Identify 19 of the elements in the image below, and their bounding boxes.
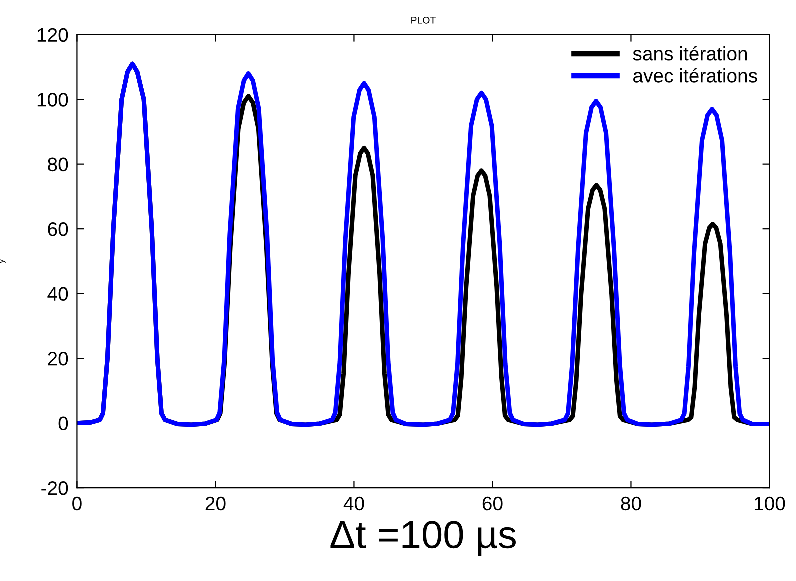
y-tick-label: -20: [42, 482, 68, 496]
y-tick-label: 0: [58, 416, 68, 431]
x-tick-label: 100: [754, 496, 786, 511]
y-tick-label: 60: [48, 222, 68, 236]
y-tick-label: 40: [48, 287, 68, 302]
x-axis-title: Δt =100 µs: [330, 521, 516, 556]
legend-label: sans itération: [633, 46, 748, 61]
legend-label: avec itérations: [634, 68, 758, 83]
x-tick-label: 40: [344, 496, 364, 511]
y-tick-label: 80: [48, 158, 68, 172]
y-tick-label: 120: [38, 28, 68, 42]
x-tick-label: 0: [72, 496, 82, 511]
x-tick-label: 80: [621, 496, 642, 511]
y-tick-label: 20: [48, 352, 68, 366]
y-axis-title: y: [0, 259, 6, 264]
x-tick-label: 20: [206, 496, 226, 511]
chart-title: PLOT: [412, 16, 436, 24]
y-tick-label: 100: [38, 93, 68, 107]
x-tick-label: 60: [482, 496, 503, 511]
